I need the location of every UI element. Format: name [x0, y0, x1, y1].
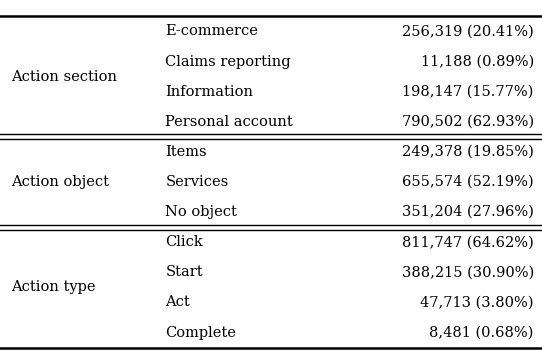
- Text: 655,574 (52.19%): 655,574 (52.19%): [402, 175, 534, 189]
- Text: Information: Information: [165, 85, 253, 99]
- Text: Claims reporting: Claims reporting: [165, 55, 291, 68]
- Text: 811,747 (64.62%): 811,747 (64.62%): [402, 235, 534, 249]
- Text: 249,378 (19.85%): 249,378 (19.85%): [402, 145, 534, 159]
- Text: E-commerce: E-commerce: [165, 24, 258, 39]
- Text: 790,502 (62.93%): 790,502 (62.93%): [402, 115, 534, 129]
- Text: 198,147 (15.77%): 198,147 (15.77%): [403, 85, 534, 99]
- Text: Action object: Action object: [11, 175, 109, 189]
- Text: Action type: Action type: [11, 280, 95, 294]
- Text: 8,481 (0.68%): 8,481 (0.68%): [429, 325, 534, 340]
- Text: 11,188 (0.89%): 11,188 (0.89%): [421, 55, 534, 68]
- Text: Items: Items: [165, 145, 207, 159]
- Text: Action section: Action section: [11, 70, 117, 84]
- Text: Click: Click: [165, 235, 203, 249]
- Text: No object: No object: [165, 205, 237, 219]
- Text: 256,319 (20.41%): 256,319 (20.41%): [402, 24, 534, 39]
- Text: Act: Act: [165, 296, 190, 309]
- Text: Personal account: Personal account: [165, 115, 293, 129]
- Text: 388,215 (30.90%): 388,215 (30.90%): [402, 265, 534, 279]
- Text: 47,713 (3.80%): 47,713 (3.80%): [421, 296, 534, 309]
- Text: Complete: Complete: [165, 325, 236, 340]
- Text: 351,204 (27.96%): 351,204 (27.96%): [402, 205, 534, 219]
- Text: Start: Start: [165, 265, 203, 279]
- Text: Services: Services: [165, 175, 229, 189]
